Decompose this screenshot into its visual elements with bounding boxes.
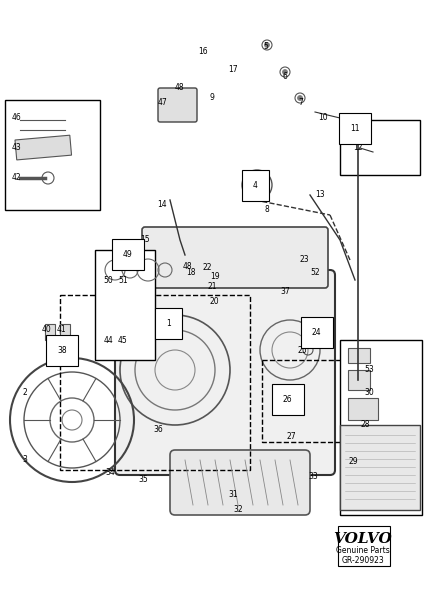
Text: 29: 29	[349, 457, 359, 466]
Text: 21: 21	[208, 282, 218, 291]
Text: 32: 32	[233, 505, 243, 514]
Text: 28: 28	[361, 420, 371, 429]
Text: 45: 45	[118, 336, 128, 345]
Text: 48: 48	[175, 83, 184, 92]
Text: 34: 34	[105, 468, 115, 477]
Bar	[348, 348, 370, 363]
Circle shape	[264, 43, 269, 47]
Text: GR-290923: GR-290923	[342, 556, 384, 565]
Text: 9: 9	[210, 93, 215, 102]
Text: 11: 11	[355, 128, 365, 137]
Text: 12: 12	[353, 143, 363, 152]
Text: 4: 4	[253, 181, 258, 190]
Text: 44: 44	[104, 336, 114, 345]
FancyBboxPatch shape	[158, 88, 197, 122]
Bar	[340, 340, 422, 515]
Bar	[95, 250, 155, 360]
Text: 40: 40	[42, 325, 52, 334]
Text: 3: 3	[22, 455, 27, 464]
Text: 10: 10	[318, 113, 328, 122]
Circle shape	[298, 96, 303, 100]
Bar	[340, 120, 420, 175]
Text: 43: 43	[12, 143, 22, 152]
Bar	[15, 135, 71, 160]
Text: 46: 46	[12, 113, 22, 122]
Text: 11: 11	[350, 124, 360, 133]
Text: 36: 36	[153, 425, 163, 434]
Text: 15: 15	[140, 235, 150, 244]
FancyBboxPatch shape	[170, 450, 310, 515]
Text: 26: 26	[283, 395, 293, 404]
Text: 39: 39	[172, 311, 182, 320]
Text: 19: 19	[210, 272, 220, 281]
Text: 49: 49	[128, 254, 138, 263]
Text: 18: 18	[186, 268, 196, 277]
Text: 38: 38	[62, 350, 72, 359]
Text: 22: 22	[203, 263, 212, 272]
Text: 24: 24	[312, 328, 322, 337]
Text: 52: 52	[310, 268, 320, 277]
Text: 53: 53	[364, 365, 374, 374]
Text: 31: 31	[228, 490, 238, 499]
Text: 7: 7	[298, 98, 303, 107]
Bar	[60, 324, 70, 340]
Bar	[338, 526, 390, 566]
Text: 48: 48	[183, 262, 193, 271]
Text: 1: 1	[166, 319, 171, 328]
Text: 13: 13	[315, 190, 325, 199]
Bar	[340, 425, 420, 510]
Text: 47: 47	[158, 98, 168, 107]
Bar	[5, 100, 100, 210]
Text: 24: 24	[316, 332, 326, 341]
Text: 35: 35	[138, 475, 148, 484]
Text: 4: 4	[258, 185, 263, 194]
Text: 37: 37	[280, 287, 290, 296]
FancyBboxPatch shape	[115, 270, 335, 475]
Bar	[348, 398, 378, 420]
Bar	[45, 324, 55, 340]
Text: 14: 14	[157, 200, 167, 209]
Text: 27: 27	[287, 432, 297, 441]
Circle shape	[283, 70, 287, 75]
Text: 6: 6	[283, 72, 288, 81]
Text: 17: 17	[228, 65, 238, 74]
Text: 26: 26	[288, 398, 298, 407]
Bar	[262, 360, 352, 442]
Text: 5: 5	[263, 42, 268, 51]
Text: 23: 23	[300, 255, 310, 264]
Bar	[60, 295, 250, 470]
Text: 50: 50	[103, 276, 113, 285]
Text: 25: 25	[298, 346, 308, 355]
Text: 20: 20	[210, 297, 220, 306]
Text: 33: 33	[308, 472, 318, 481]
Text: 38: 38	[57, 346, 67, 355]
Text: 42: 42	[12, 173, 22, 182]
Text: VOLVO: VOLVO	[334, 532, 392, 546]
Text: 49: 49	[123, 250, 133, 259]
Text: 41: 41	[57, 325, 67, 334]
Text: Genuine Parts: Genuine Parts	[336, 546, 390, 555]
Bar	[348, 370, 370, 390]
Text: 2: 2	[22, 388, 27, 397]
FancyBboxPatch shape	[142, 227, 328, 288]
Text: 1: 1	[170, 322, 175, 331]
Text: 30: 30	[364, 388, 374, 397]
Text: 51: 51	[118, 276, 127, 285]
Text: 8: 8	[265, 205, 270, 214]
Text: 16: 16	[198, 47, 208, 56]
